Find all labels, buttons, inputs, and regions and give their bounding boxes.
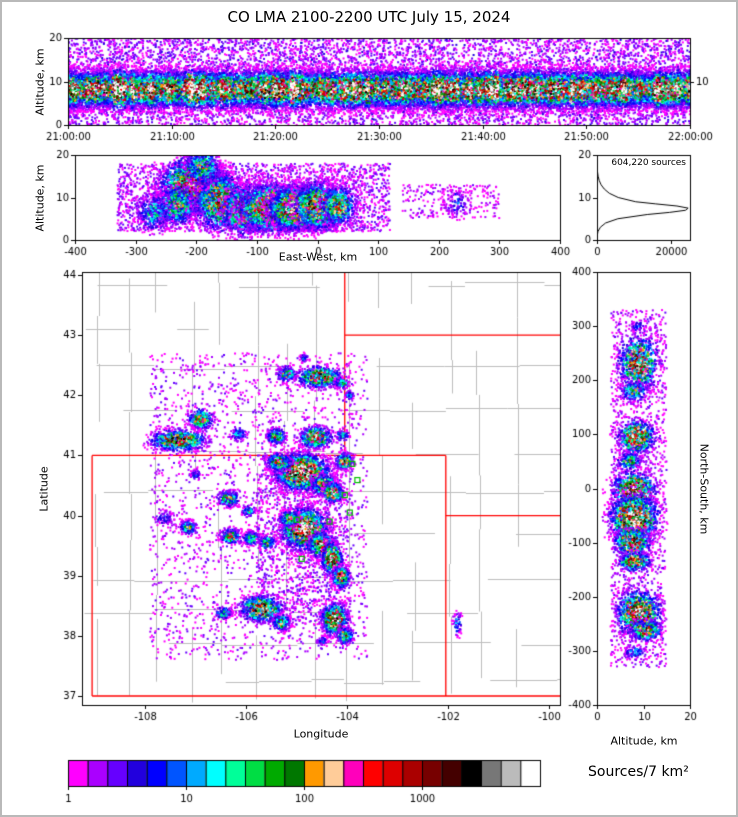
east-west-y-axis-label: Altitude, km — [33, 164, 47, 232]
colorbar-label: Sources/7 km² — [588, 764, 689, 780]
altitude-histogram-panel — [565, 146, 738, 264]
figure-title: CO LMA 2100-2200 UTC July 15, 2024 — [227, 8, 511, 26]
east-west-cross-section-panel — [0, 146, 580, 264]
time-height-panel — [0, 26, 738, 146]
plan-view-map-panel — [0, 266, 580, 748]
time-height-y-axis-label: Altitude, km — [33, 48, 47, 116]
north-south-x-axis-label: Altitude, km — [610, 734, 678, 748]
north-south-y-axis-label: North-South, km — [697, 443, 711, 535]
map-x-axis-label: Longitude — [293, 727, 349, 741]
colorbar — [0, 752, 560, 812]
source-count-annotation: 604,220 sources — [611, 158, 686, 168]
map-y-axis-label: Latitude — [37, 466, 51, 512]
east-west-x-axis-label: East-West, km — [278, 250, 358, 264]
north-south-cross-section-panel — [565, 266, 738, 748]
